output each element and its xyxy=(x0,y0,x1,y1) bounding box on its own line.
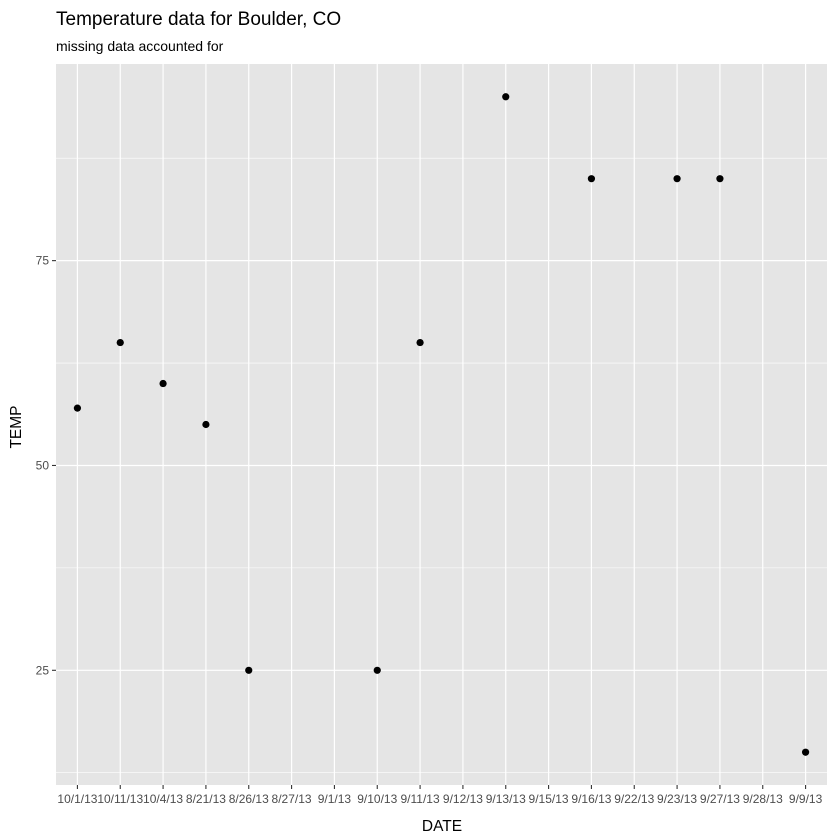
x-tick-label: 8/21/13 xyxy=(186,792,226,806)
data-point xyxy=(716,175,724,183)
x-axis: 10/1/13 10/11/13 10/4/13 8/21/13 8/26/13 8/27… xyxy=(57,785,823,806)
x-tick-label: 9/11/13 xyxy=(401,792,440,806)
x-tick-label: 9/15/13 xyxy=(529,792,569,806)
x-tick-label: 9/9/13 xyxy=(789,792,823,806)
data-point xyxy=(202,420,210,429)
x-tick-label: 9/16/13 xyxy=(571,792,611,806)
data-point xyxy=(587,175,596,183)
x-tick-label: 9/27/13 xyxy=(700,792,740,806)
major-gridlines xyxy=(56,64,827,785)
x-tick-label: 9/13/13 xyxy=(486,792,526,806)
y-tick-label: 25 xyxy=(36,663,50,677)
data-point xyxy=(801,748,810,756)
plot-panel xyxy=(56,64,827,785)
x-tick-label: 9/22/13 xyxy=(614,792,654,806)
x-tick-label: 9/28/13 xyxy=(743,792,783,806)
data-point xyxy=(416,338,424,347)
x-tick-label: 8/27/13 xyxy=(272,792,312,806)
data-point xyxy=(245,666,253,674)
y-tick-label: 75 xyxy=(36,254,50,268)
x-tick-label: 10/11/13 xyxy=(97,792,143,806)
x-tick-label: 9/10/13 xyxy=(357,792,397,806)
chart-title: Temperature data for Boulder, CO xyxy=(56,9,341,30)
data-point xyxy=(159,379,167,388)
y-tick-label: 50 xyxy=(36,458,50,472)
data-point xyxy=(373,666,381,674)
data-point xyxy=(73,404,82,412)
minor-gridlines xyxy=(56,157,827,774)
chart-subtitle: missing data accounted for xyxy=(56,38,224,54)
y-axis: 25 50 75 xyxy=(36,254,56,677)
x-tick-label: 10/4/13 xyxy=(143,792,183,806)
x-tick-label: 8/26/13 xyxy=(229,792,269,806)
x-axis-title: DATE xyxy=(422,818,462,835)
x-tick-label: 9/12/13 xyxy=(443,792,483,806)
x-tick-label: 9/1/13 xyxy=(318,792,352,806)
data-point xyxy=(673,175,681,183)
data-points xyxy=(73,93,810,756)
data-point xyxy=(502,93,510,101)
data-point xyxy=(116,338,124,347)
x-tick-label: 9/23/13 xyxy=(657,792,697,806)
y-axis-title: TEMP xyxy=(8,405,25,448)
x-tick-label: 10/1/13 xyxy=(57,792,97,806)
